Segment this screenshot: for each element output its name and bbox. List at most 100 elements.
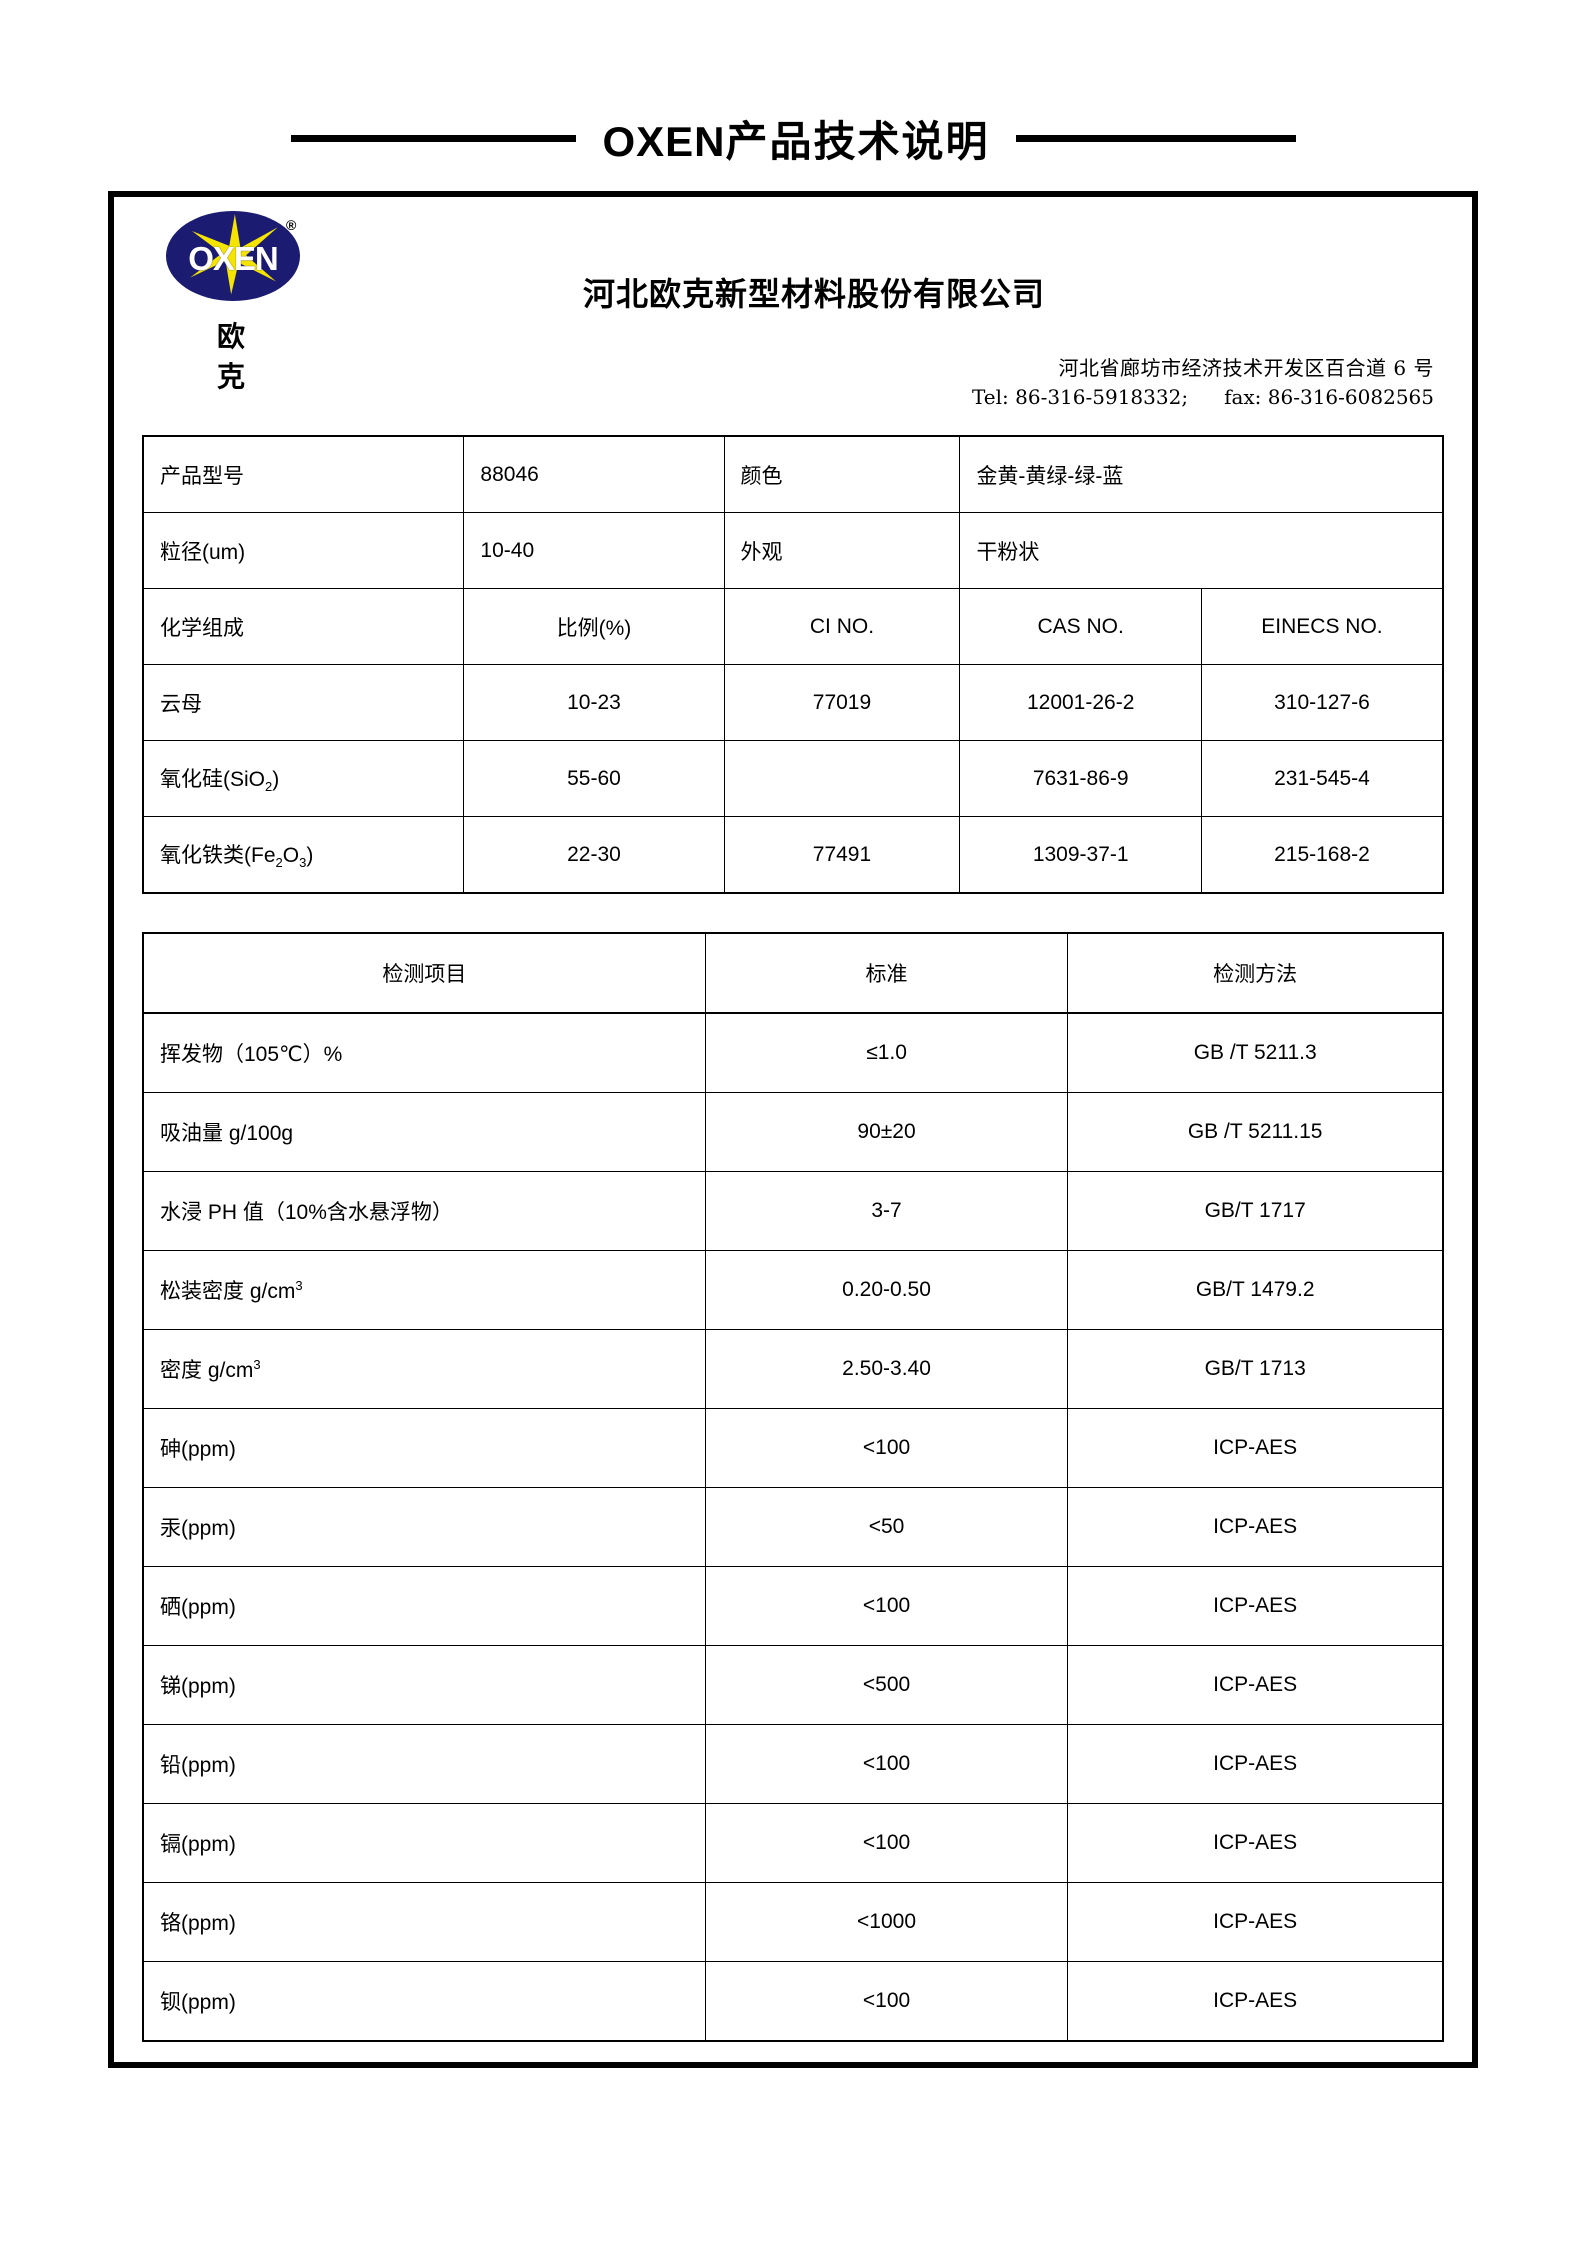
composition-ci-no xyxy=(723,740,961,817)
composition-header-row: 化学组成 比例(%) CI NO. CAS NO. EINECS NO. xyxy=(142,588,1444,665)
document-title-row: OXEN产品技术说明 xyxy=(0,108,1587,169)
spec-label-particle-size: 粒径(um) xyxy=(142,512,465,589)
test-item-text: 密度 g/cm xyxy=(160,1359,254,1382)
test-item: 砷(ppm) xyxy=(142,1408,706,1488)
tests-col-method: 检测方法 xyxy=(1067,932,1444,1014)
test-item: 钡(ppm) xyxy=(142,1961,706,2042)
test-method: ICP-AES xyxy=(1067,1645,1444,1725)
test-item-text: 松装密度 g/cm xyxy=(160,1280,296,1303)
test-standard: <100 xyxy=(704,1961,1069,2042)
test-method: GB/T 1713 xyxy=(1067,1329,1444,1409)
composition-name: 云母 xyxy=(142,664,465,741)
test-standard: <1000 xyxy=(704,1882,1069,1962)
composition-ratio: 10-23 xyxy=(463,664,725,741)
telephone: Tel: 86-316-5918332; xyxy=(972,385,1189,409)
test-item: 汞(ppm) xyxy=(142,1487,706,1567)
composition-name-subscript: 2 xyxy=(275,855,283,871)
document-header: OXEN ® 欧 克 河北欧克新型材料股份有限公司 河北省廊坊市经济技术开发区百… xyxy=(114,197,1472,435)
fax: fax: 86-316-6082565 xyxy=(1224,385,1434,409)
test-item: 水浸 PH 值（10%含水悬浮物） xyxy=(142,1171,706,1251)
test-item: 硒(ppm) xyxy=(142,1566,706,1646)
spec-value-appearance: 干粉状 xyxy=(959,512,1444,589)
page-title-cn: 产品技术说明 xyxy=(725,117,990,166)
composition-name-tail: ) xyxy=(272,767,280,791)
composition-name: 氧化铁类(Fe2O3) xyxy=(142,816,465,894)
composition-name-mid: O xyxy=(282,843,300,867)
composition-einecs-no: 310-127-6 xyxy=(1200,664,1444,741)
spec-label-color: 颜色 xyxy=(723,435,961,513)
table-row: 密度 g/cm3 2.50-3.40 GB/T 1713 xyxy=(142,1329,1444,1409)
page-title-en: OXEN xyxy=(602,118,726,165)
test-standard: <100 xyxy=(704,1408,1069,1488)
test-method: ICP-AES xyxy=(1067,1882,1444,1962)
spec-value-color: 金黄-黄绿-绿-蓝 xyxy=(959,435,1444,513)
test-standard: <100 xyxy=(704,1803,1069,1883)
composition-name-subscript-2: 3 xyxy=(299,855,307,871)
table-row: 钡(ppm) <100 ICP-AES xyxy=(142,1961,1444,2042)
tests-col-standard: 标准 xyxy=(704,932,1069,1014)
test-item: 松装密度 g/cm3 xyxy=(142,1250,706,1330)
test-item: 铅(ppm) xyxy=(142,1724,706,1804)
test-standard: 0.20-0.50 xyxy=(704,1250,1069,1330)
test-items-table: 检测项目 标准 检测方法 挥发物（105℃）% ≤1.0 GB /T 5211.… xyxy=(142,932,1444,2042)
document-frame: OXEN ® 欧 克 河北欧克新型材料股份有限公司 河北省廊坊市经济技术开发区百… xyxy=(108,191,1478,2068)
tests-col-item: 检测项目 xyxy=(142,932,706,1014)
table-header-row: 检测项目 标准 检测方法 xyxy=(142,932,1444,1014)
test-standard: <50 xyxy=(704,1487,1069,1567)
test-item-superscript: 3 xyxy=(253,1357,261,1372)
test-standard: 3-7 xyxy=(704,1171,1069,1251)
test-item: 铬(ppm) xyxy=(142,1882,706,1962)
spec-label-appearance: 外观 xyxy=(723,512,961,589)
test-method: GB/T 1479.2 xyxy=(1067,1250,1444,1330)
title-rule-right xyxy=(1015,135,1296,142)
test-standard: <100 xyxy=(704,1566,1069,1646)
test-method: GB/T 1717 xyxy=(1067,1171,1444,1251)
company-name: 河北欧克新型材料股份有限公司 xyxy=(582,275,1045,313)
test-standard: 90±20 xyxy=(704,1092,1069,1172)
page-title: OXEN产品技术说明 xyxy=(602,108,989,169)
composition-cas-no: 1309-37-1 xyxy=(959,816,1202,894)
test-item: 镉(ppm) xyxy=(142,1803,706,1883)
composition-cas-no: 12001-26-2 xyxy=(959,664,1202,741)
title-rule-left xyxy=(291,135,577,142)
test-method: ICP-AES xyxy=(1067,1961,1444,2042)
table-row: 云母 10-23 77019 12001-26-2 310-127-6 xyxy=(142,664,1444,741)
product-spec-table: 产品型号 88046 颜色 金黄-黄绿-绿-蓝 粒径(um) 10-40 外观 … xyxy=(142,435,1444,894)
table-row: 水浸 PH 值（10%含水悬浮物） 3-7 GB/T 1717 xyxy=(142,1171,1444,1251)
composition-col-ratio: 比例(%) xyxy=(463,588,725,665)
table-row: 砷(ppm) <100 ICP-AES xyxy=(142,1408,1444,1488)
table-row: 松装密度 g/cm3 0.20-0.50 GB/T 1479.2 xyxy=(142,1250,1444,1330)
table-row: 吸油量 g/100g 90±20 GB /T 5211.15 xyxy=(142,1092,1444,1172)
company-logo: OXEN ® 欧 克 xyxy=(148,211,318,395)
composition-einecs-no: 215-168-2 xyxy=(1200,816,1444,894)
test-item-superscript: 3 xyxy=(295,1278,303,1293)
test-item: 密度 g/cm3 xyxy=(142,1329,706,1409)
test-standard: 2.50-3.40 xyxy=(704,1329,1069,1409)
composition-ratio: 55-60 xyxy=(463,740,725,817)
composition-name: 氧化硅(SiO2) xyxy=(142,740,465,817)
table-row: 镉(ppm) <100 ICP-AES xyxy=(142,1803,1444,1883)
table-row: 挥发物（105℃）% ≤1.0 GB /T 5211.3 xyxy=(142,1012,1444,1093)
logo-brand-cn: 欧 克 xyxy=(216,320,275,393)
test-method: ICP-AES xyxy=(1067,1566,1444,1646)
logo-wordmark: OXEN xyxy=(188,240,279,278)
composition-name-subscript: 2 xyxy=(265,779,273,795)
table-row: 产品型号 88046 颜色 金黄-黄绿-绿-蓝 xyxy=(142,435,1444,513)
composition-col-cas: CAS NO. xyxy=(959,588,1202,665)
composition-ci-no: 77019 xyxy=(723,664,961,741)
test-item: 吸油量 g/100g xyxy=(142,1092,706,1172)
test-item: 挥发物（105℃）% xyxy=(142,1012,706,1093)
composition-name-tail: ) xyxy=(306,843,314,867)
spec-value-particle-size: 10-40 xyxy=(463,512,725,589)
test-method: ICP-AES xyxy=(1067,1803,1444,1883)
composition-cas-no: 7631-86-9 xyxy=(959,740,1202,817)
company-contact: Tel: 86-316-5918332; fax: 86-316-6082565 xyxy=(972,385,1434,409)
test-method: ICP-AES xyxy=(1067,1408,1444,1488)
registered-trademark-icon: ® xyxy=(286,217,297,233)
test-standard: <500 xyxy=(704,1645,1069,1725)
test-method: ICP-AES xyxy=(1067,1724,1444,1804)
test-standard: <100 xyxy=(704,1724,1069,1804)
test-item: 锑(ppm) xyxy=(142,1645,706,1725)
table-row: 汞(ppm) <50 ICP-AES xyxy=(142,1487,1444,1567)
company-address: 河北省廊坊市经济技术开发区百合道 6 号 xyxy=(1058,356,1434,380)
